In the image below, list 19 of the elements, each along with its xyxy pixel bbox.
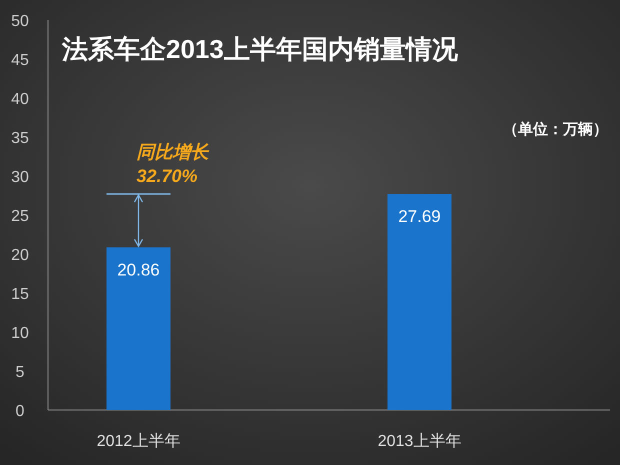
y-tick-label: 50: [11, 13, 29, 30]
annotation: 32.70%: [136, 166, 198, 186]
y-tick-label: 30: [11, 169, 29, 186]
annotation: 同比增长: [136, 142, 210, 162]
y-tick-label: 0: [16, 403, 25, 420]
y-tick-label: 10: [11, 325, 29, 342]
y-tick-label: 15: [11, 286, 29, 303]
y-tick-label: 40: [11, 91, 29, 108]
x-tick-label: 2013上半年: [378, 432, 462, 450]
y-tick-label: 20: [11, 247, 29, 264]
x-tick-label: 2012上半年: [96, 432, 180, 450]
data-label: 27.69: [398, 207, 441, 226]
y-tick-label: 45: [11, 52, 29, 69]
y-tick-label: 25: [11, 208, 29, 225]
y-tick-label: 35: [11, 130, 29, 147]
text: 法系车企2013上半年国内销量情况: [61, 34, 459, 64]
y-tick-label: 5: [16, 364, 25, 381]
annotation: （单位：万辆）: [503, 121, 608, 138]
data-label: 20.86: [117, 260, 160, 280]
